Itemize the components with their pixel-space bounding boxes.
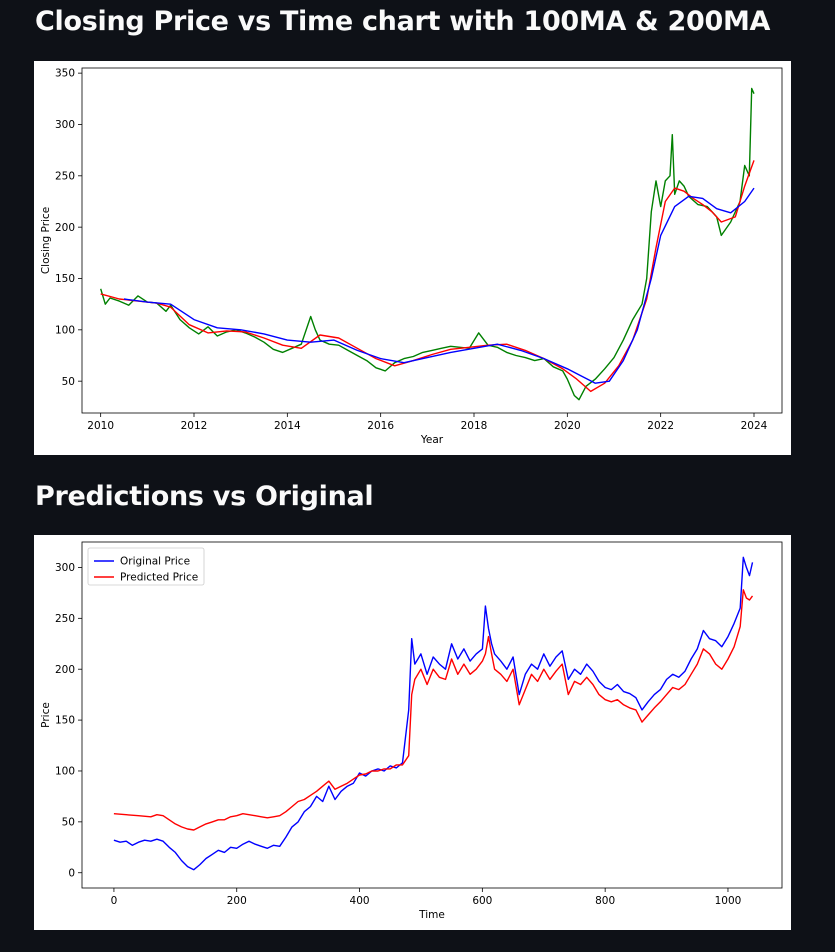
y-tick-label: 150 <box>55 273 75 285</box>
y-tick-label: 300 <box>55 562 75 574</box>
series-line-1 <box>100 87 755 401</box>
y-tick-label: 150 <box>55 715 75 727</box>
plot-frame <box>81 541 783 889</box>
y-tick-label: 50 <box>62 376 75 388</box>
y-tick-label: 250 <box>55 613 75 625</box>
predictions-chart-svg: 0 200 400 600 800 1000 0 50 100 150 200 250 300 Time P… <box>40 541 783 921</box>
legend: Original Price Predicted Price <box>87 547 205 586</box>
y-tick-label: 350 <box>55 68 75 80</box>
x-tick-label: 400 <box>350 895 370 907</box>
predictions-chart: 0 200 400 600 800 1000 0 50 100 150 200 250 300 Time P… <box>34 535 791 930</box>
x-tick-label: 1000 <box>715 895 742 907</box>
y-tick-label: 100 <box>55 324 75 336</box>
x-tick-label: 2014 <box>274 420 301 432</box>
series-line-predicted-price <box>113 589 754 831</box>
chart-heading-predictions: Predictions vs Original <box>35 481 374 512</box>
series-line-3 <box>123 187 755 384</box>
y-tick-label: 250 <box>55 170 75 182</box>
legend-box <box>87 547 205 586</box>
x-axis-label: Time <box>418 909 445 921</box>
x-tick-label: 2020 <box>554 420 581 432</box>
y-tick-label: 200 <box>55 664 75 676</box>
x-tick-label: 2018 <box>461 420 488 432</box>
series-line-2 <box>100 160 755 393</box>
y-axis-label: Price <box>40 702 52 728</box>
x-tick-label: 2024 <box>741 420 768 432</box>
x-tick-label: 2016 <box>367 420 394 432</box>
legend-entry: Predicted Price <box>120 572 198 584</box>
y-tick-label: 100 <box>55 766 75 778</box>
chart-heading-closing-price: Closing Price vs Time chart with 100MA &… <box>35 6 771 37</box>
x-axis-label: Year <box>420 434 444 446</box>
plot-frame <box>81 67 783 414</box>
y-tick-label: 300 <box>55 119 75 131</box>
y-tick-label: 50 <box>62 816 75 828</box>
x-tick-label: 2012 <box>181 420 208 432</box>
y-tick-label: 0 <box>68 867 75 879</box>
x-tick-label: 800 <box>595 895 615 907</box>
x-tick-label: 200 <box>227 895 247 907</box>
legend-entry: Original Price <box>120 556 190 568</box>
y-axis-label: Closing Price <box>40 207 52 274</box>
x-tick-label: 0 <box>111 895 118 907</box>
series-line-original-price <box>113 556 754 871</box>
x-tick-label: 600 <box>472 895 492 907</box>
closing-price-chart: 2010 2012 2014 2016 2018 2020 2022 2024 50 100 150… <box>34 61 791 455</box>
closing-price-chart-svg: 2010 2012 2014 2016 2018 2020 2022 2024 50 100 150… <box>40 67 783 446</box>
x-tick-label: 2022 <box>647 420 674 432</box>
x-tick-label: 2010 <box>87 420 114 432</box>
y-tick-label: 200 <box>55 222 75 234</box>
